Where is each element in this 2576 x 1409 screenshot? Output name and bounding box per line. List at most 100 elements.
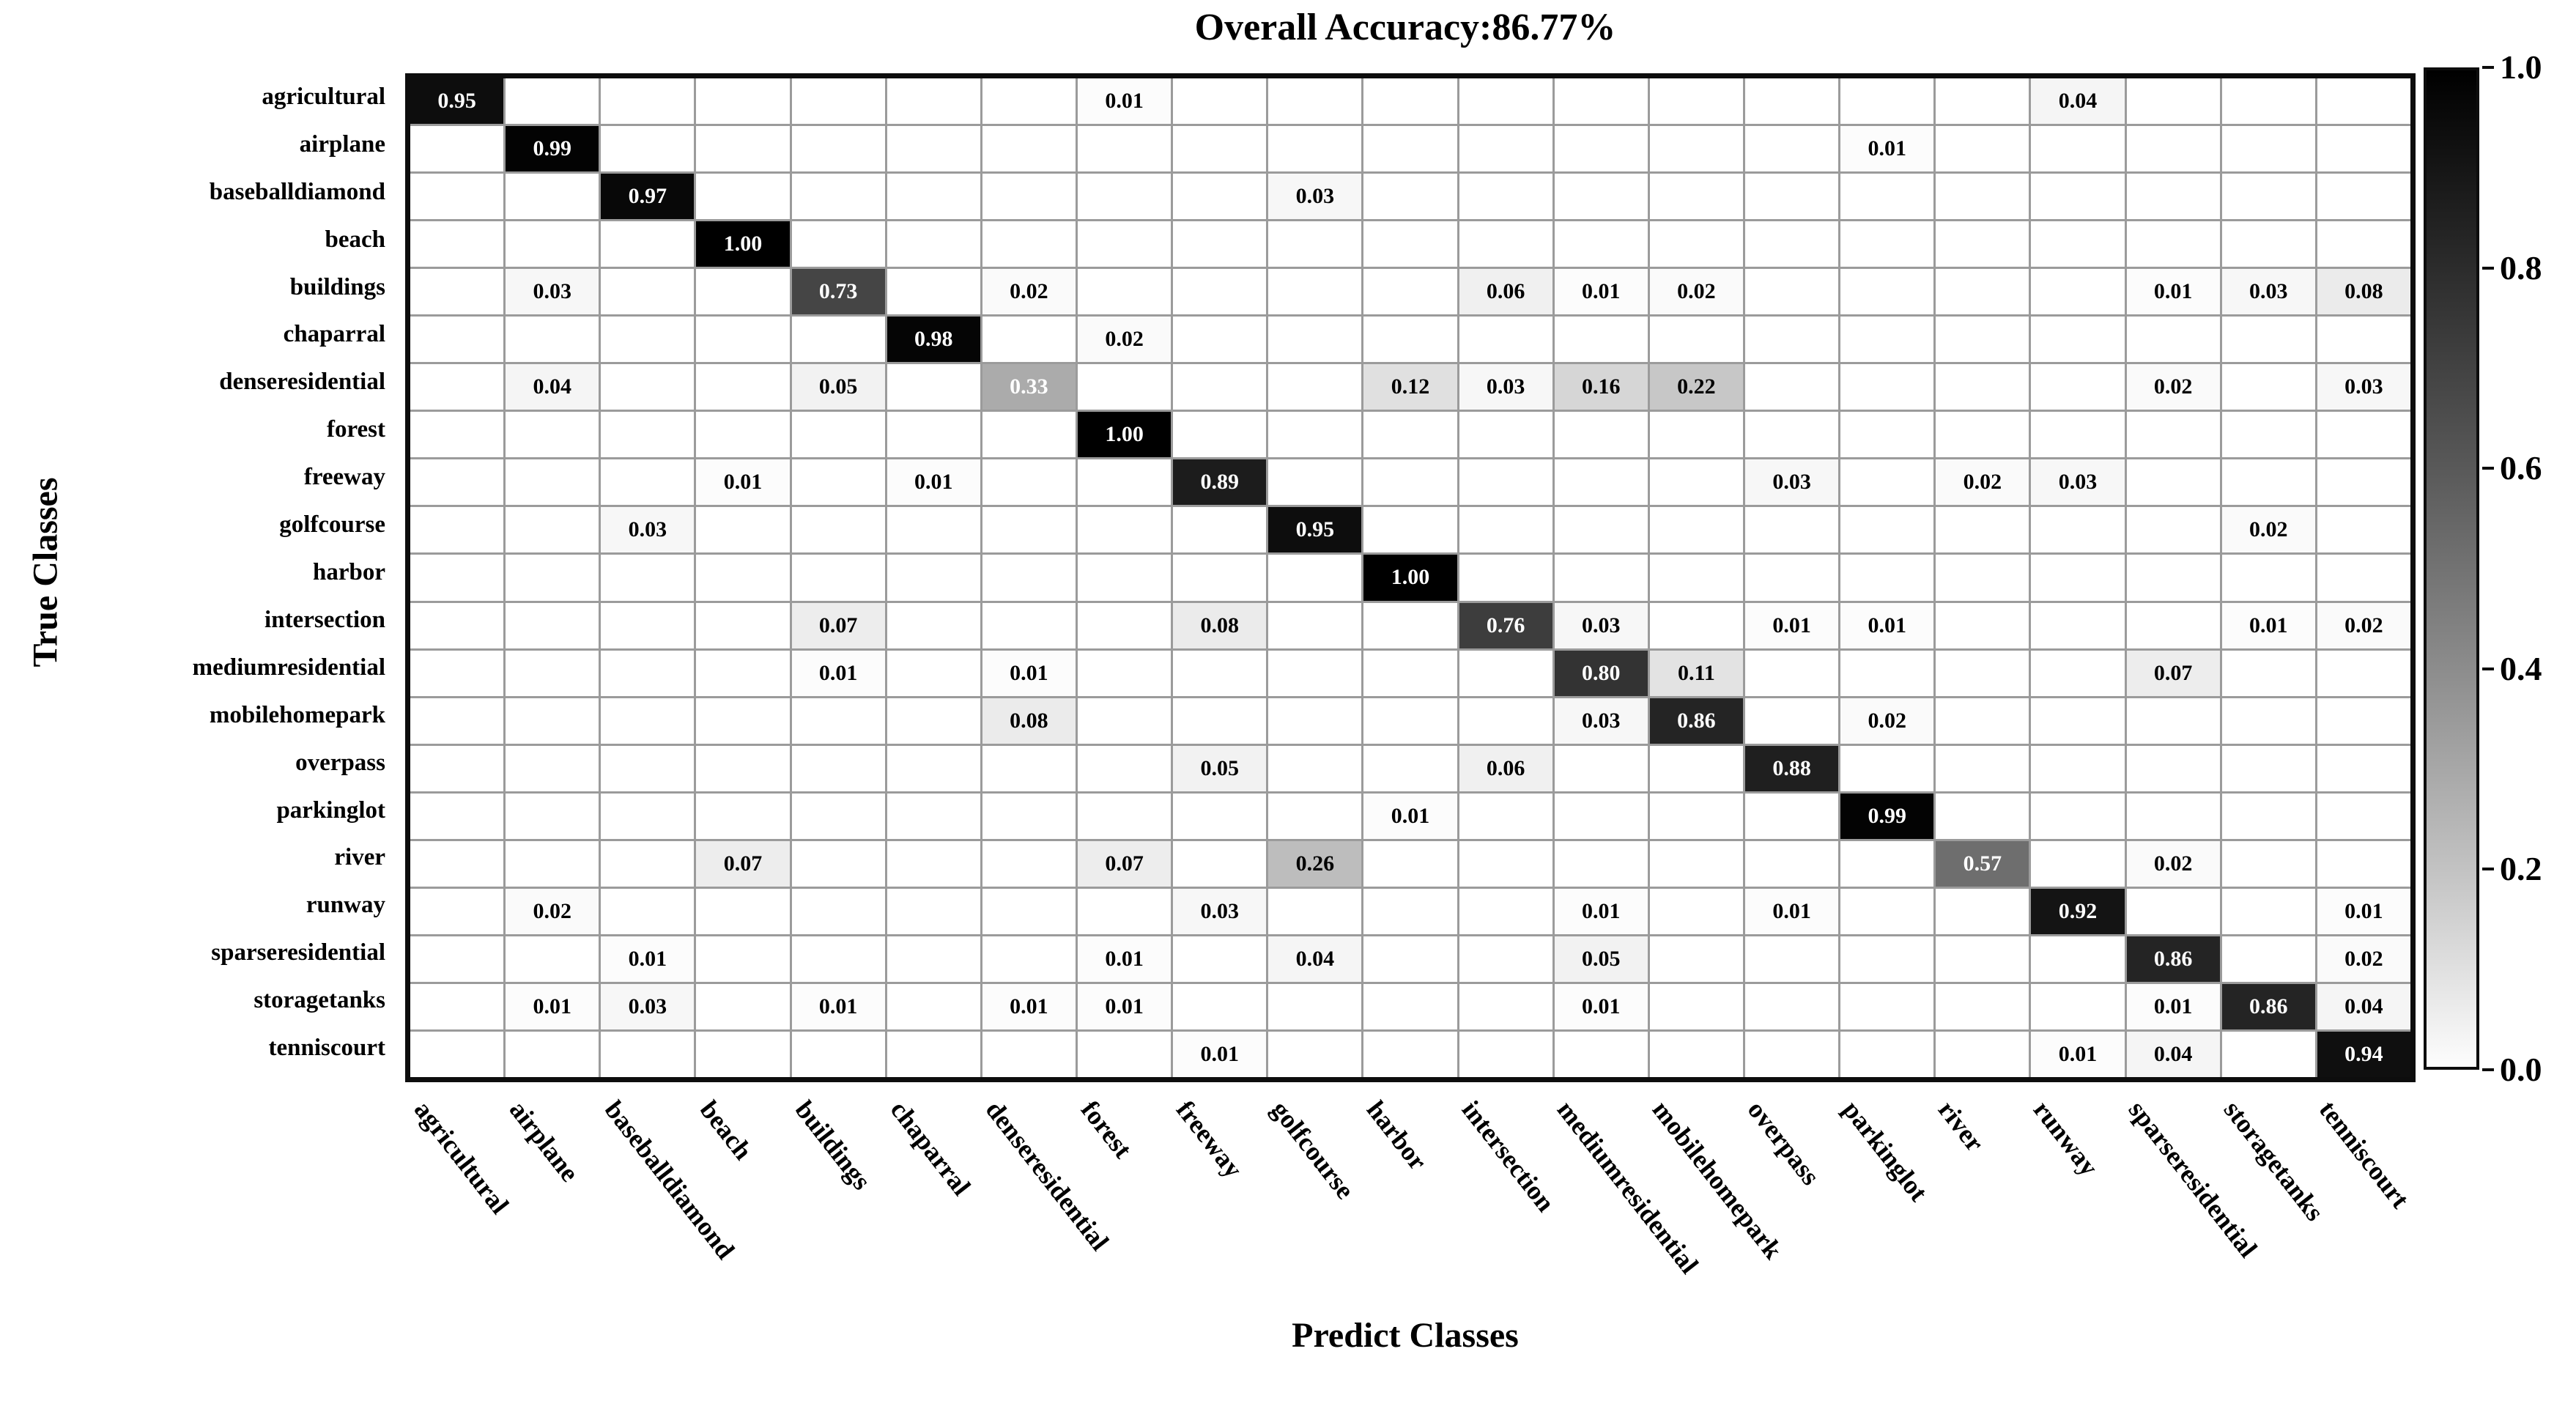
matrix-cell: 0.07 <box>2126 650 2220 696</box>
matrix-cell <box>982 1031 1076 1077</box>
matrix-cell <box>1459 650 1552 696</box>
matrix-cell <box>1459 698 1552 744</box>
matrix-cell <box>1268 459 1362 506</box>
matrix-cell: 0.01 <box>1078 936 1172 982</box>
matrix-cell <box>1840 269 1934 315</box>
matrix-cell: 0.01 <box>1745 602 1839 648</box>
matrix-cell <box>410 650 504 696</box>
matrix-cell <box>887 650 980 696</box>
matrix-cell <box>1173 983 1267 1029</box>
matrix-cell <box>1268 317 1362 363</box>
matrix-cell: 0.03 <box>2221 269 2315 315</box>
matrix-cell <box>791 507 885 553</box>
confusion-matrix-grid: 0.95 0.01 0.04 0.99 0.01 0.97 0.03 1.00 0.03 0.73… <box>405 73 2416 1082</box>
matrix-cell: 0.02 <box>2126 364 2220 410</box>
matrix-cell <box>791 888 885 934</box>
matrix-cell: 0.98 <box>887 317 980 363</box>
matrix-cell: 0.86 <box>2221 983 2315 1029</box>
matrix-cell <box>410 364 504 410</box>
matrix-cell <box>410 983 504 1029</box>
matrix-cell: 0.02 <box>982 269 1076 315</box>
matrix-cell <box>1649 507 1743 553</box>
matrix-cell <box>1745 983 1839 1029</box>
matrix-cell <box>696 745 790 791</box>
matrix-cell <box>2031 555 2125 601</box>
matrix-cell <box>410 555 504 601</box>
y-tick-label: golfcourse <box>279 511 385 539</box>
matrix-cell <box>506 698 599 744</box>
colorbar-tick-label: 0.8 <box>2500 248 2542 286</box>
matrix-cell <box>2031 602 2125 648</box>
matrix-cell: 0.08 <box>2317 269 2410 315</box>
matrix-cell <box>2031 269 2125 315</box>
matrix-cell <box>1173 650 1267 696</box>
matrix-cell <box>1840 745 1934 791</box>
matrix-cell <box>2221 555 2315 601</box>
matrix-cell: 0.80 <box>1554 650 1648 696</box>
matrix-cell <box>696 698 790 744</box>
matrix-cell <box>696 364 790 410</box>
matrix-cell: 0.01 <box>982 983 1076 1029</box>
matrix-cell <box>696 888 790 934</box>
matrix-cell <box>887 983 980 1029</box>
matrix-cell <box>601 364 695 410</box>
matrix-cell <box>2126 888 2220 934</box>
matrix-cell <box>982 221 1076 267</box>
matrix-cell <box>1268 793 1362 839</box>
matrix-cell <box>696 412 790 458</box>
matrix-cell <box>791 78 885 125</box>
matrix-cell <box>410 745 504 791</box>
matrix-cell <box>1173 936 1267 982</box>
matrix-cell <box>506 840 599 887</box>
matrix-cell <box>1840 412 1934 458</box>
matrix-cell <box>1363 221 1457 267</box>
matrix-cell <box>982 78 1076 125</box>
matrix-cell <box>410 793 504 839</box>
matrix-cell <box>2221 364 2315 410</box>
matrix-cell <box>1078 459 1172 506</box>
matrix-cell <box>982 174 1076 220</box>
matrix-cell: 0.04 <box>1268 936 1362 982</box>
x-tick-label: parkinglot <box>1837 1095 1933 1207</box>
matrix-cell <box>1268 78 1362 125</box>
matrix-cell <box>1745 793 1839 839</box>
colorbar-tick-label: 0.2 <box>2500 850 2542 888</box>
matrix-cell <box>1459 983 1552 1029</box>
matrix-cell <box>1268 745 1362 791</box>
y-axis-title: True Classes <box>26 477 65 667</box>
y-tick-label: storagetanks <box>253 987 385 1014</box>
matrix-cell <box>601 221 695 267</box>
matrix-cell: 0.05 <box>791 364 885 410</box>
matrix-cell: 0.01 <box>1554 269 1648 315</box>
matrix-cell: 0.95 <box>1268 507 1362 553</box>
matrix-cell <box>1459 221 1552 267</box>
matrix-cell <box>601 745 695 791</box>
matrix-cell <box>1268 983 1362 1029</box>
matrix-cell <box>1745 269 1839 315</box>
matrix-cell <box>1078 126 1172 172</box>
matrix-cell: 0.16 <box>1554 364 1648 410</box>
matrix-cell <box>2031 364 2125 410</box>
matrix-cell: 0.02 <box>506 888 599 934</box>
matrix-cell: 0.01 <box>1078 983 1172 1029</box>
matrix-cell: 0.86 <box>2126 936 2220 982</box>
matrix-cell: 0.89 <box>1173 459 1267 506</box>
matrix-cell <box>1745 221 1839 267</box>
matrix-cell <box>410 459 504 506</box>
matrix-cell <box>1936 126 2029 172</box>
matrix-cell <box>1363 507 1457 553</box>
matrix-cell <box>506 412 599 458</box>
matrix-cell <box>982 459 1076 506</box>
x-tick-label: forest <box>1075 1095 1138 1164</box>
matrix-cell: 0.86 <box>1649 698 1743 744</box>
matrix-cell <box>1936 78 2029 125</box>
matrix-cell: 0.03 <box>1554 698 1648 744</box>
matrix-cell <box>2221 745 2315 791</box>
matrix-cell <box>1459 459 1552 506</box>
matrix-cell: 0.07 <box>696 840 790 887</box>
matrix-cell <box>2126 174 2220 220</box>
matrix-cell: 0.99 <box>506 126 599 172</box>
matrix-cell <box>1173 364 1267 410</box>
matrix-cell <box>2126 555 2220 601</box>
matrix-cell <box>791 317 885 363</box>
